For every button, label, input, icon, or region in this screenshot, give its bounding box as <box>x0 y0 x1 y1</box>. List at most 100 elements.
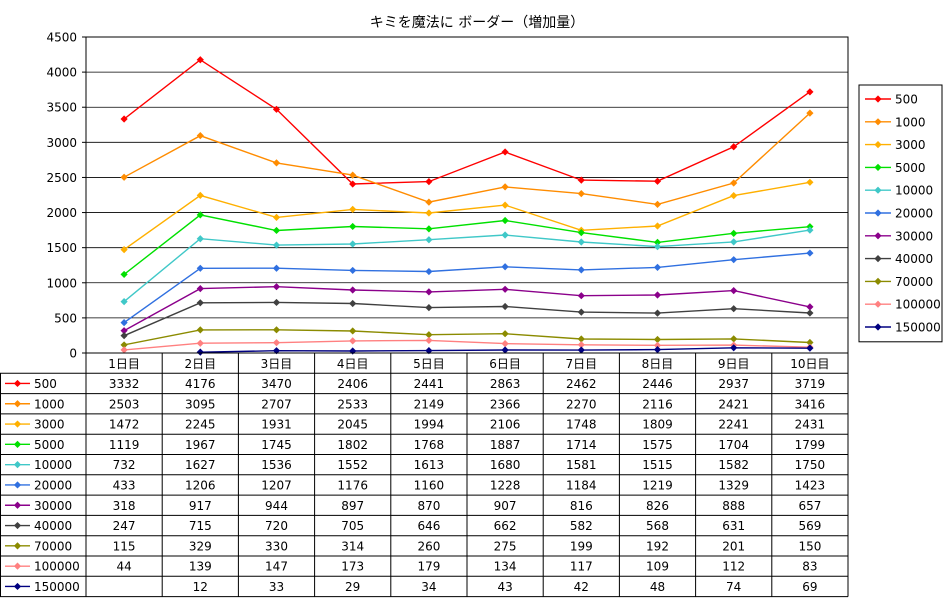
table-cell-value: 150 <box>798 539 821 553</box>
y-tick-label: 3000 <box>46 136 77 150</box>
row-series-label: 1000 <box>34 397 65 411</box>
series-line <box>123 229 811 303</box>
table-row: 20000 433 1206 1207 1176 1160 1228 1184 1219 1329… <box>5 478 825 492</box>
legend-label: 5000 <box>895 161 926 175</box>
data-point <box>349 240 357 248</box>
data-point <box>730 229 738 237</box>
data-point <box>272 283 281 291</box>
table-cell-value: 2241 <box>718 418 749 432</box>
row-series-label: 5000 <box>34 438 65 452</box>
data-point <box>196 211 204 219</box>
data-point <box>653 335 662 344</box>
table-cell-value: 2421 <box>718 397 749 411</box>
table-cell-value: 2245 <box>185 418 216 432</box>
table-cell-value: 631 <box>722 519 745 533</box>
table-cell-value: 1748 <box>566 418 597 432</box>
legend-label: 500 <box>895 93 918 107</box>
table-cell-value: 897 <box>341 499 364 513</box>
data-point <box>349 266 357 275</box>
table-cell-value: 1472 <box>109 418 140 432</box>
data-point <box>196 191 204 199</box>
table-cell-value: 2707 <box>261 397 292 411</box>
table-cell-value: 888 <box>722 499 745 513</box>
data-point <box>806 303 814 311</box>
table-row: 500 3332 4176 3470 2406 2441 2863 2462 2446 2937 3… <box>5 377 825 391</box>
table-cell-value: 1714 <box>566 438 597 452</box>
series-line <box>123 329 810 346</box>
data-point <box>272 105 281 113</box>
table-cell-value: 199 <box>570 539 593 553</box>
row-series-label: 40000 <box>34 519 72 533</box>
table-cell-value: 1750 <box>795 458 826 472</box>
table-cell-value: 917 <box>189 499 212 513</box>
data-point <box>806 338 814 347</box>
data-point <box>653 200 662 209</box>
category-label: 5日目 <box>413 357 445 371</box>
table-cell-value: 192 <box>646 539 669 553</box>
y-tick-label: 4500 <box>46 31 77 45</box>
table-cell-value: 2149 <box>414 397 445 411</box>
data-point <box>577 346 585 354</box>
table-cell-value: 826 <box>646 499 669 513</box>
legend-item: 20000 <box>865 207 933 221</box>
legend-label: 30000 <box>895 229 933 243</box>
table-cell-value: 1228 <box>490 478 521 492</box>
table-cell-value: 816 <box>570 499 593 513</box>
data-point <box>730 143 738 151</box>
table-row: 70000 115 329 330 314 260 275 199 192 201 150 <box>5 539 821 553</box>
table-cell-value: 1423 <box>795 478 826 492</box>
data-point <box>425 267 433 276</box>
data-point <box>501 148 509 156</box>
table-cell-value: 2106 <box>490 418 521 432</box>
table-row: 150000 12 33 29 34 43 42 48 74 69 <box>5 580 818 594</box>
table-cell-value: 1219 <box>642 478 673 492</box>
table-row: 5000 1119 1967 1745 1802 1768 1887 1714 1575 1704… <box>5 438 825 452</box>
data-point <box>425 198 433 206</box>
data-point <box>349 337 357 345</box>
table-cell-value: 29 <box>345 580 360 594</box>
table-cell-value: 3416 <box>795 397 826 411</box>
data-point <box>501 339 509 348</box>
table-cell-value: 2533 <box>337 397 368 411</box>
table-row: 10000 732 1627 1536 1552 1613 1680 1581 1515 1582… <box>5 458 825 472</box>
series-70000 <box>120 326 814 349</box>
data-point <box>272 226 281 235</box>
legend-swatch-marker <box>874 209 882 217</box>
category-label: 2日目 <box>184 357 216 371</box>
series-line <box>123 112 811 206</box>
table-cell-value: 2116 <box>642 397 673 411</box>
table-cell-value: 318 <box>113 499 136 513</box>
table-cell-value: 117 <box>570 560 593 574</box>
data-point <box>425 225 433 233</box>
row-swatch-marker <box>13 582 22 591</box>
table-cell-value: 1581 <box>566 458 597 472</box>
y-tick-label: 2000 <box>46 206 77 220</box>
series-20000 <box>120 249 814 327</box>
table-cell-value: 715 <box>189 519 212 533</box>
legend-swatch-marker <box>874 300 882 308</box>
data-point <box>806 309 814 317</box>
table-cell-value: 1329 <box>718 478 749 492</box>
table-cell-value: 83 <box>802 560 817 574</box>
data-point <box>730 305 738 313</box>
row-series-label: 100000 <box>34 560 80 574</box>
legend-item: 3000 <box>865 138 926 152</box>
legend: 500 1000 3000 5000 10000 20000 30000 40000 70000… <box>858 84 943 343</box>
data-point <box>120 297 128 306</box>
table-cell-value: 48 <box>650 580 665 594</box>
data-point <box>120 115 128 123</box>
table-cell-value: 3332 <box>109 377 140 391</box>
table-cell-value: 109 <box>646 560 669 574</box>
data-point <box>425 331 433 339</box>
data-point <box>577 292 585 300</box>
category-label: 4日目 <box>337 357 369 371</box>
data-point <box>196 56 204 64</box>
table-cell-value: 275 <box>494 539 517 553</box>
y-tick-label: 4000 <box>46 66 77 80</box>
table-cell-value: 69 <box>802 580 817 594</box>
data-point <box>501 263 509 271</box>
data-point <box>196 299 204 307</box>
table-cell-value: 2937 <box>718 377 749 391</box>
table-cell-value: 907 <box>494 499 517 513</box>
row-swatch-marker <box>13 562 22 570</box>
